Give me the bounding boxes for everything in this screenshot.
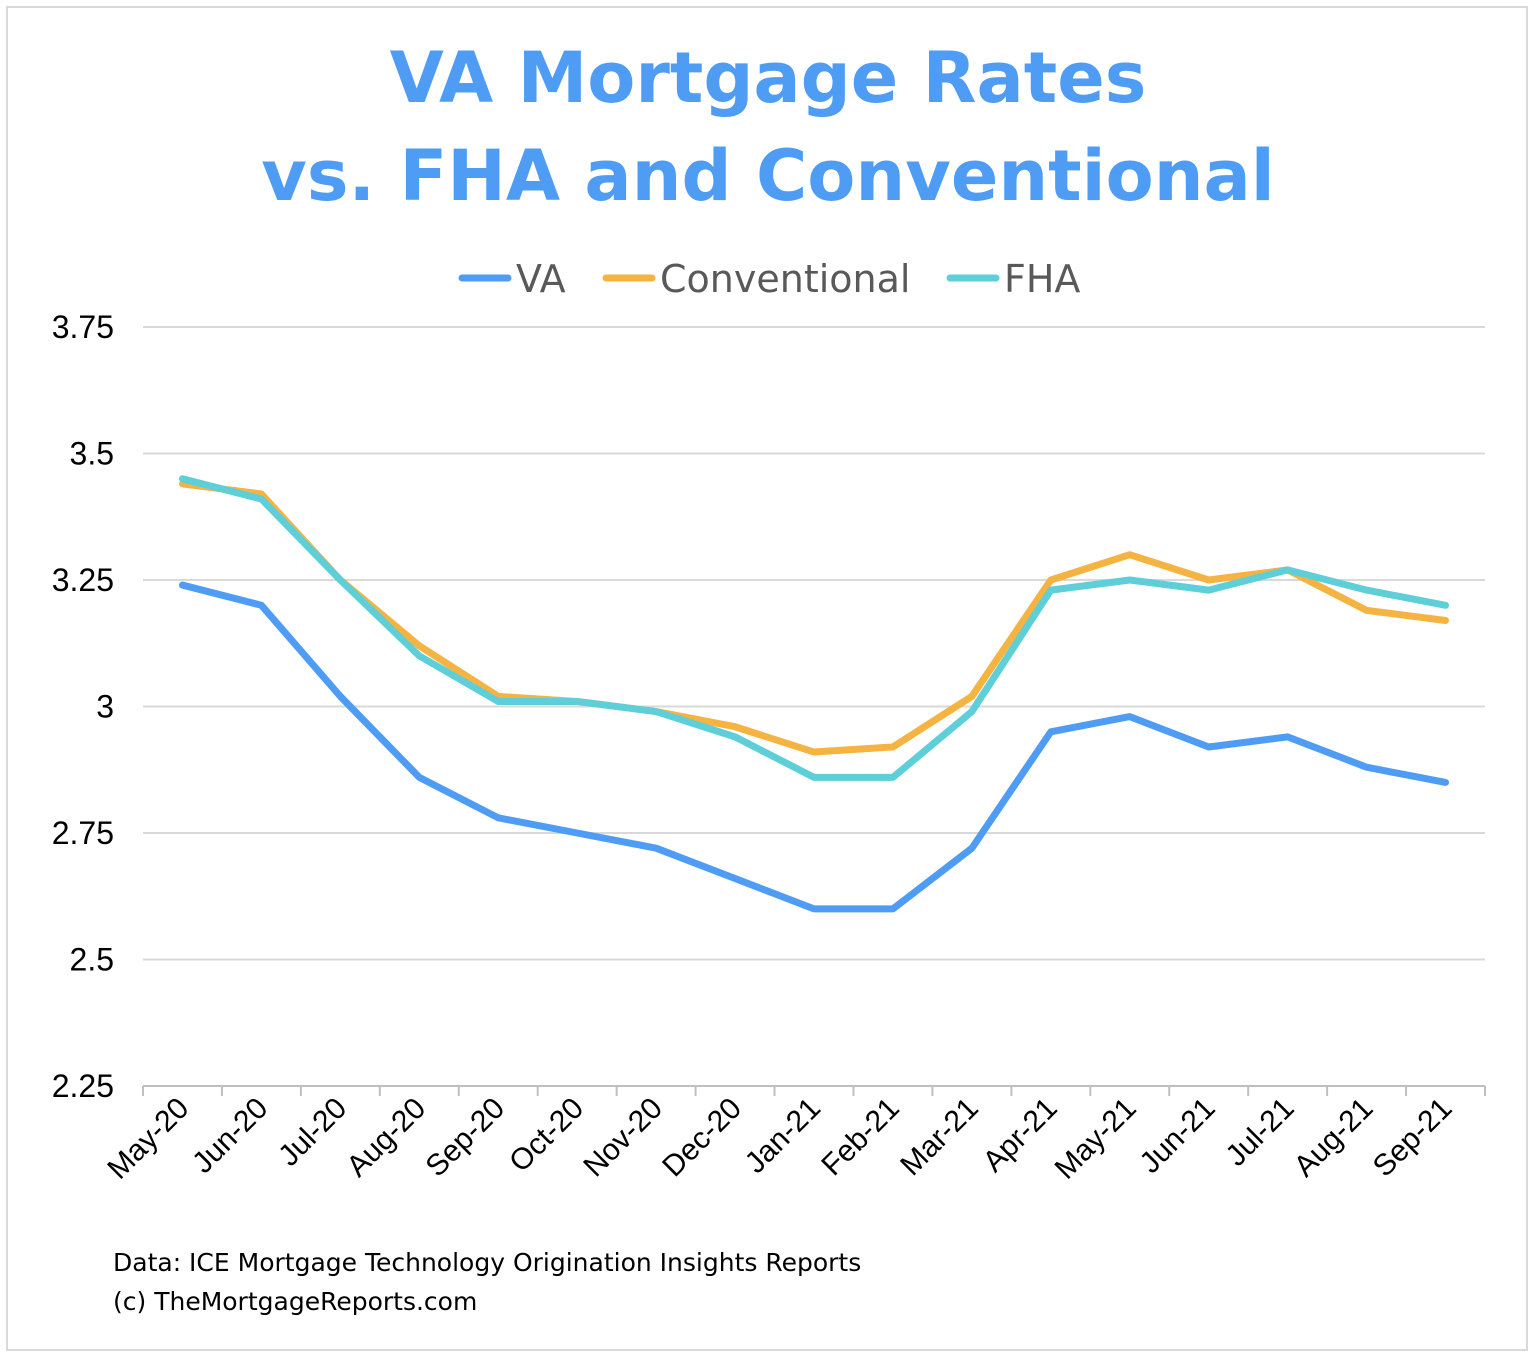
data-source-note: Data: ICE Mortgage Technology Originatio…: [113, 1248, 862, 1277]
x-tick-label: Aug-21: [1288, 1092, 1380, 1184]
series-lines: [178, 475, 1450, 913]
x-tick-label: Nov-20: [577, 1092, 669, 1184]
y-tick-label: 2.5: [70, 942, 114, 978]
legend-label-conventional: Conventional: [660, 257, 910, 301]
x-tick-label: May-21: [1049, 1092, 1143, 1186]
gridlines: [142, 326, 1486, 1096]
x-tick-label: Feb-21: [815, 1092, 906, 1183]
y-tick-label: 3: [96, 689, 114, 725]
series-line-va: [178, 581, 1450, 913]
x-tick-label: Jun-20: [186, 1092, 274, 1180]
y-axis-ticks: 2.25 2.5 2.75 3 3.25 3.5 3.75: [52, 309, 114, 1104]
chart-title-line-2: vs. FHA and Conventional: [261, 135, 1275, 217]
x-tick-label: Jun-21: [1133, 1092, 1221, 1180]
x-tick-label: Aug-20: [340, 1092, 432, 1184]
chart-frame: [6, 6, 1528, 1351]
x-tick-label: Sep-21: [1367, 1092, 1459, 1184]
copyright-note: (c) TheMortgageReports.com: [113, 1287, 478, 1316]
y-tick-label: 3.5: [70, 436, 114, 472]
x-tick-label: May-20: [101, 1092, 195, 1186]
legend-label-fha: FHA: [1004, 257, 1080, 301]
y-tick-label: 3.75: [52, 309, 114, 345]
y-tick-label: 2.75: [52, 815, 114, 851]
series-line-conventional: [178, 480, 1450, 756]
legend-label-va: VA: [516, 257, 566, 301]
x-tick-label: Sep-20: [419, 1092, 511, 1184]
x-tick-label: Oct-20: [503, 1092, 590, 1179]
x-axis-ticks: May-20Jun-20Jul-20Aug-20Sep-20Oct-20Nov-…: [101, 1092, 1458, 1186]
series-line-fha: [178, 475, 1450, 781]
y-tick-label: 3.25: [52, 562, 114, 598]
x-tick-label: Jan-21: [739, 1092, 827, 1180]
x-tick-label: Dec-20: [656, 1092, 748, 1184]
x-tick-label: Mar-21: [894, 1092, 985, 1183]
legend: VA Conventional FHA: [458, 257, 1080, 301]
chart-title-line-1: VA Mortgage Rates: [390, 37, 1147, 119]
y-tick-label: 2.25: [52, 1068, 114, 1104]
